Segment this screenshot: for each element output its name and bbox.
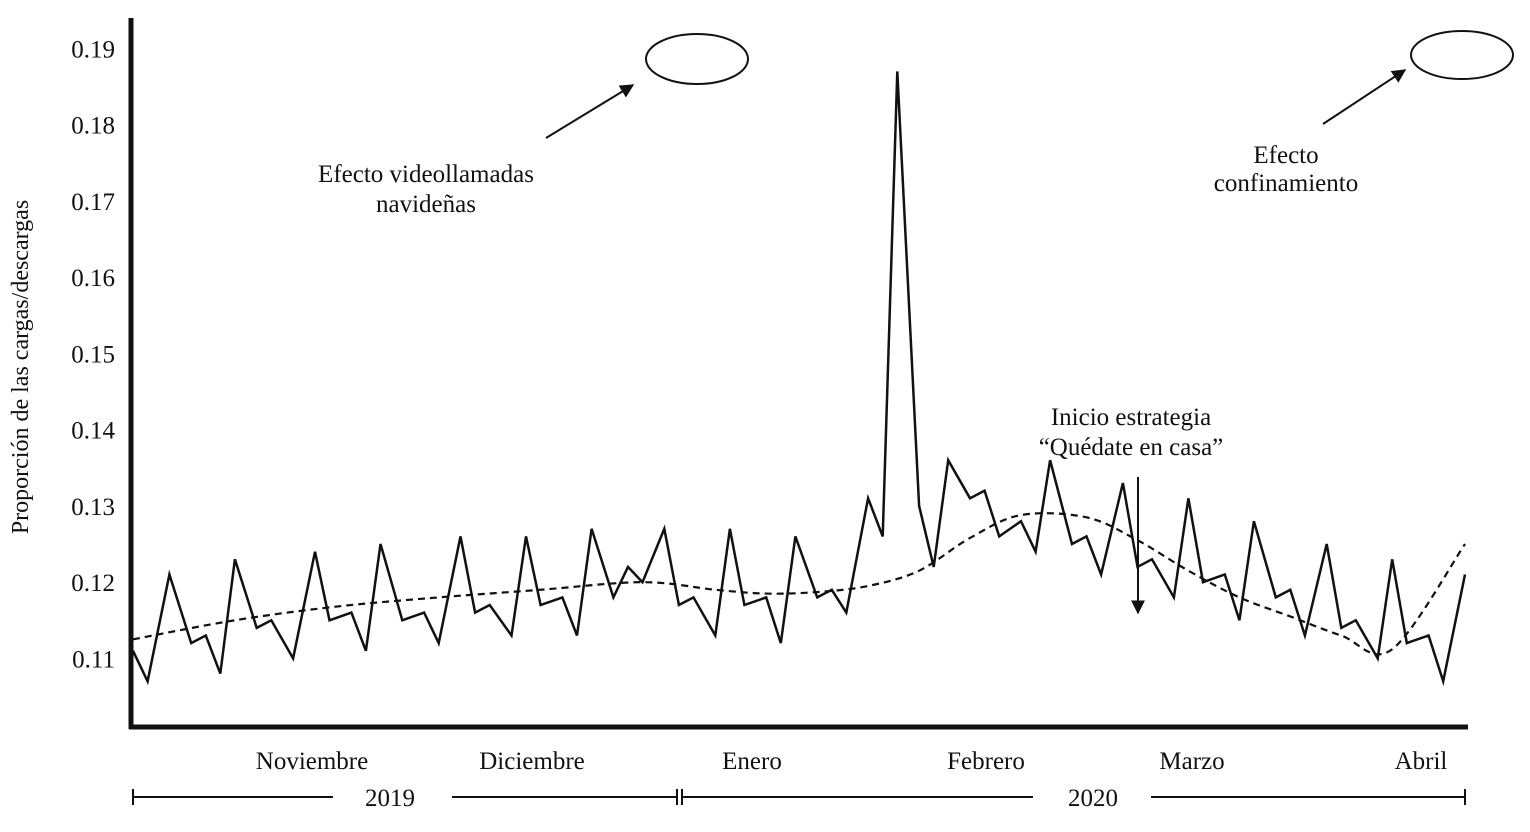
- y-axis-label: Proporción de las cargas/descargas: [8, 200, 34, 534]
- highlight-ellipse-christmas: [645, 33, 749, 85]
- highlight-ellipse-lockdown: [1410, 30, 1514, 80]
- y-tick-label: 0.16: [71, 265, 115, 292]
- annotation-christmas-line2: navideñas: [376, 191, 476, 218]
- month-label-abril: Abril: [1395, 748, 1448, 775]
- y-tick-label: 0.12: [71, 570, 115, 597]
- y-tick-label: 0.14: [71, 418, 115, 445]
- annotation-lockdown-line2: confinamiento: [1214, 170, 1358, 197]
- y-tick-label: 0.17: [71, 189, 115, 216]
- trend-line-dashed: [132, 512, 1466, 656]
- annotation-arrow-lockdown: [1322, 69, 1407, 125]
- month-label-noviembre: Noviembre: [256, 748, 368, 775]
- month-label-enero: Enero: [722, 748, 782, 775]
- annotation-lockdown-line1: Efecto: [1253, 142, 1318, 169]
- y-tick-label: 0.13: [71, 494, 115, 521]
- year-label-2019: 2019: [365, 785, 415, 812]
- month-labels: Noviembre Diciembre Enero Febrero Marzo …: [256, 748, 1448, 775]
- y-tick-label: 0.11: [72, 646, 115, 673]
- series-line-solid: [131, 71, 1467, 687]
- month-label-febrero: Febrero: [947, 748, 1025, 775]
- y-tick-label: 0.15: [71, 341, 115, 368]
- y-tick-label: 0.19: [71, 36, 115, 63]
- y-tick-label: 0.18: [71, 113, 115, 140]
- month-label-diciembre: Diciembre: [479, 748, 585, 775]
- annotation-arrow-christmas: [545, 84, 635, 139]
- annotation-stayhome-line1: Inicio estrategia: [1051, 404, 1211, 431]
- annotation-christmas-line1: Efecto videollamadas: [318, 161, 534, 188]
- series-layer: [131, 71, 1467, 687]
- year-label-2020: 2020: [1068, 785, 1118, 812]
- annotation-stayhome-line2: “Quédate en casa”: [1039, 434, 1224, 461]
- month-label-marzo: Marzo: [1159, 748, 1224, 775]
- year-brackets: [132, 789, 1466, 805]
- y-tick-labels: 0.11 0.12 0.13 0.14 0.15 0.16 0.17 0.18 0.19: [71, 36, 115, 673]
